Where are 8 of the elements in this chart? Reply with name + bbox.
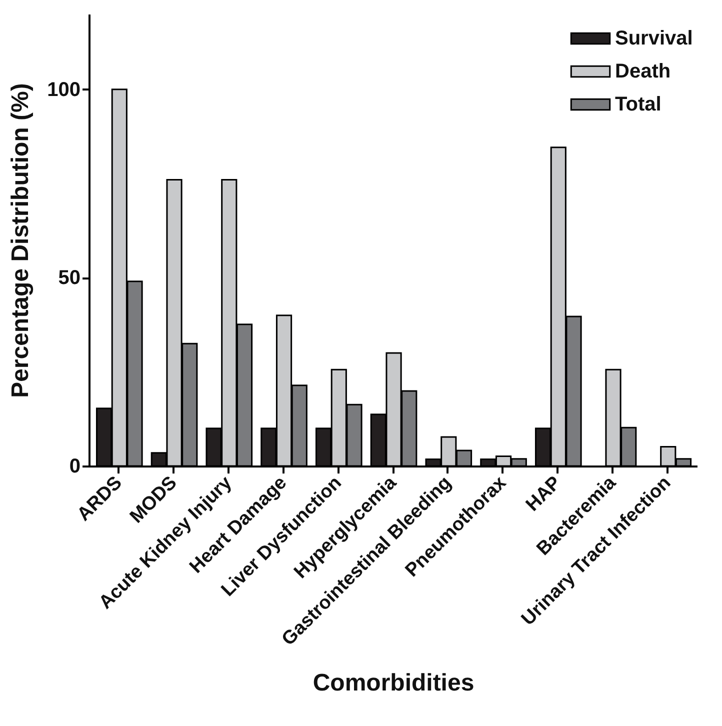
- y-tick-label: 0: [69, 456, 80, 478]
- y-axis-title: Percentage Distribution (%): [7, 83, 34, 398]
- x-axis-title: Comorbidities: [312, 669, 474, 696]
- legend-label: Survival: [615, 28, 693, 50]
- y-tick-label: 50: [58, 267, 80, 290]
- legend-label: Death: [615, 60, 671, 82]
- y-tick-label: 100: [47, 78, 80, 101]
- legend-label: Total: [615, 94, 662, 116]
